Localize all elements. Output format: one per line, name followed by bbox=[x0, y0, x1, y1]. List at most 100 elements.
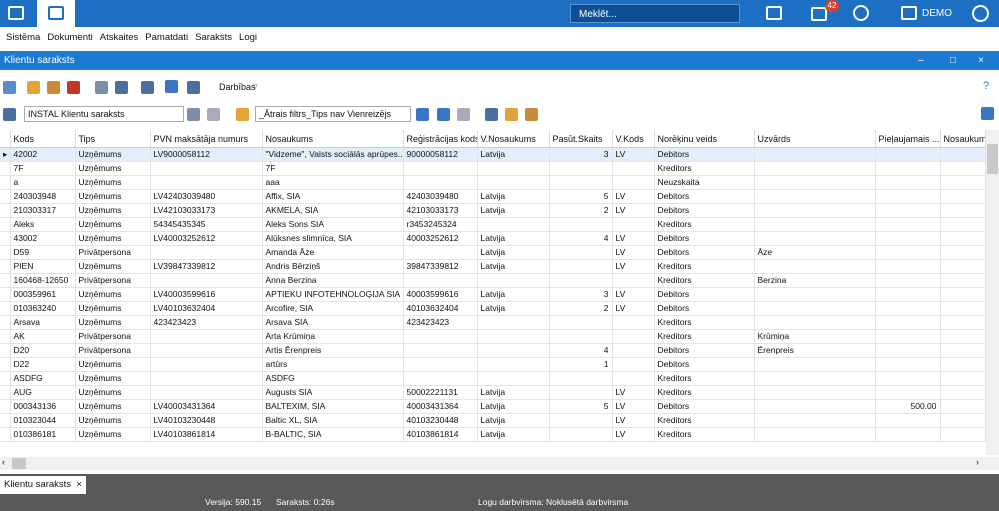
column-header[interactable]: Tips bbox=[75, 130, 150, 148]
table-row[interactable]: ▸42002UzņēmumsLV9000058112"Vidzeme", Val… bbox=[0, 148, 985, 162]
table-cell: Uzņēmums bbox=[75, 316, 150, 330]
tool-icon[interactable] bbox=[187, 108, 200, 121]
vertical-scrollbar[interactable] bbox=[986, 130, 999, 455]
menu-item[interactable]: Dokumenti bbox=[47, 28, 92, 48]
column-header[interactable]: Pieļaujamais ... bbox=[875, 130, 940, 148]
quick-filter-select[interactable]: _Ātrais filtrs_Tips nav Vienreizējs bbox=[255, 106, 411, 122]
tool-icon[interactable] bbox=[47, 81, 60, 94]
mail-icon[interactable] bbox=[811, 7, 827, 21]
table-cell: LV40003431364 bbox=[150, 400, 262, 414]
table-cell bbox=[754, 190, 875, 204]
column-header[interactable]: PVN maksātāja numurs bbox=[150, 130, 262, 148]
tool-icon[interactable] bbox=[141, 81, 154, 94]
table-cell bbox=[875, 190, 940, 204]
horizontal-scrollbar[interactable]: ‹› bbox=[0, 457, 999, 470]
table-row[interactable]: D20PrivātpersonaArtis Ērenpreis4Debitors… bbox=[0, 344, 985, 358]
app-icon[interactable] bbox=[8, 6, 24, 20]
company-icon[interactable] bbox=[901, 6, 917, 20]
table-row[interactable]: AleksUzņēmums54345435345Aleks Sons SIAr3… bbox=[0, 218, 985, 232]
user-name[interactable]: DEMO bbox=[922, 0, 952, 27]
window-tab[interactable]: Klientu saraksts × bbox=[0, 476, 86, 494]
minimize-button[interactable]: – bbox=[918, 51, 924, 70]
column-header[interactable]: V.Kods bbox=[612, 130, 654, 148]
table-row[interactable]: AUGUzņēmumsAugusts SIA50002221131Latvija… bbox=[0, 386, 985, 400]
tool-icon[interactable] bbox=[187, 81, 200, 94]
data-grid: KodsTipsPVN maksātāja numursNosaukumsReģ… bbox=[0, 130, 986, 442]
table-cell: Latvija bbox=[477, 190, 549, 204]
close-button[interactable]: × bbox=[978, 51, 984, 70]
column-header[interactable]: Reģistrācijas kods bbox=[403, 130, 477, 148]
tool-icon[interactable] bbox=[525, 108, 538, 121]
view-icon[interactable] bbox=[3, 108, 16, 121]
column-header[interactable]: Kods bbox=[10, 130, 75, 148]
table-row[interactable]: D59PrivātpersonaAmanda ĀzeLatvijaLVDebit… bbox=[0, 246, 985, 260]
search-box[interactable]: Meklēt... bbox=[570, 4, 740, 23]
maximize-button[interactable]: □ bbox=[950, 51, 956, 70]
table-row[interactable]: 160468-12650PrivātpersonaAnna BerzinaKre… bbox=[0, 274, 985, 288]
attach-icon[interactable] bbox=[981, 107, 994, 120]
filter-icon[interactable] bbox=[416, 108, 429, 121]
filter-icon[interactable] bbox=[457, 108, 470, 121]
table-row[interactable]: 240303948UzņēmumsLV42403039480Affix, SIA… bbox=[0, 190, 985, 204]
help-button[interactable]: ? bbox=[983, 80, 989, 92]
table-cell: 90000058112 bbox=[403, 148, 477, 162]
table-row[interactable]: 210303317UzņēmumsLV42103033173AKMELA, SI… bbox=[0, 204, 985, 218]
table-row[interactable]: 000359961UzņēmumsLV40003599616APTIEKU IN… bbox=[0, 288, 985, 302]
tool-icon[interactable] bbox=[505, 108, 518, 121]
column-header[interactable]: Nosaukums bbox=[262, 130, 403, 148]
table-row[interactable]: D22Uzņēmumsartūrs1Debitors bbox=[0, 358, 985, 372]
menu-item[interactable]: Atskaites bbox=[100, 28, 139, 48]
documents-button[interactable] bbox=[37, 0, 75, 27]
table-row[interactable]: 000343136UzņēmumsLV40003431364BALTEXIM, … bbox=[0, 400, 985, 414]
table-row[interactable]: aUzņēmumsaaaNeuzskaita bbox=[0, 176, 985, 190]
table-cell bbox=[403, 274, 477, 288]
table-row[interactable]: 010386181UzņēmumsLV40103861814B-BALTIC, … bbox=[0, 428, 985, 442]
filter-icon[interactable] bbox=[437, 108, 450, 121]
menu-item[interactable]: Logi bbox=[239, 28, 257, 48]
table-cell bbox=[754, 260, 875, 274]
table-row[interactable]: ASDFGUzņēmumsASDFGKreditors bbox=[0, 372, 985, 386]
tool-icon[interactable] bbox=[115, 81, 128, 94]
menu-item[interactable]: Sistēma bbox=[6, 28, 40, 48]
column-header[interactable]: Uzvārds bbox=[754, 130, 875, 148]
list-view-select[interactable]: INSTAL Klientu saraksts bbox=[24, 106, 184, 122]
table-row[interactable]: ArsavaUzņēmums423423423Arsava SIA4234234… bbox=[0, 316, 985, 330]
tool-icon[interactable] bbox=[207, 108, 220, 121]
tool-icon[interactable] bbox=[95, 81, 108, 94]
table-row[interactable]: AKPrivātpersonaArta KrūmiņaKreditorsKrūm… bbox=[0, 330, 985, 344]
menu-item[interactable]: Pamatdati bbox=[145, 28, 188, 48]
column-header[interactable]: Norēķinu veids bbox=[654, 130, 754, 148]
menu-item[interactable]: Saraksts bbox=[195, 28, 232, 48]
tool-icon[interactable] bbox=[485, 108, 498, 121]
tool-icon[interactable] bbox=[3, 81, 16, 94]
table-cell: Aleks bbox=[10, 218, 75, 232]
table-cell: LV bbox=[612, 386, 654, 400]
tool-icon[interactable] bbox=[165, 80, 178, 93]
column-header[interactable]: Nosaukums bbox=[940, 130, 985, 148]
tab-title[interactable]: Klientu saraksts bbox=[4, 479, 71, 490]
column-header[interactable]: Pasūt.Skaits bbox=[549, 130, 612, 148]
table-cell: Aleks Sons SIA bbox=[262, 218, 403, 232]
table-cell: Kreditors bbox=[654, 330, 754, 344]
user-icon[interactable] bbox=[972, 5, 989, 22]
table-row[interactable]: 010323044UzņēmumsLV40103230448Baltic XL,… bbox=[0, 414, 985, 428]
help-icon[interactable] bbox=[853, 5, 869, 21]
table-cell bbox=[940, 386, 985, 400]
table-row[interactable]: PIENUzņēmumsLV39847339812Andris Bērziņš3… bbox=[0, 260, 985, 274]
table-row[interactable]: 7FUzņēmums7FKreditors bbox=[0, 162, 985, 176]
table-cell: 7F bbox=[262, 162, 403, 176]
column-header[interactable]: V.Nosaukums bbox=[477, 130, 549, 148]
filter-icon[interactable] bbox=[236, 108, 249, 121]
window-icon[interactable] bbox=[766, 6, 782, 20]
table-cell: BALTEXIM, SIA bbox=[262, 400, 403, 414]
table-cell: artūrs bbox=[262, 358, 403, 372]
actions-menu[interactable]: Darbības bbox=[219, 82, 256, 92]
table-row[interactable]: 010363240UzņēmumsLV40103632404Arcofire, … bbox=[0, 302, 985, 316]
table-cell bbox=[549, 428, 612, 442]
table-cell: Kreditors bbox=[654, 386, 754, 400]
table-row[interactable]: 43002UzņēmumsLV40003252612Alūksnes slimn… bbox=[0, 232, 985, 246]
row-indicator bbox=[0, 428, 10, 442]
tool-icon[interactable] bbox=[67, 81, 80, 94]
tool-icon[interactable] bbox=[27, 81, 40, 94]
